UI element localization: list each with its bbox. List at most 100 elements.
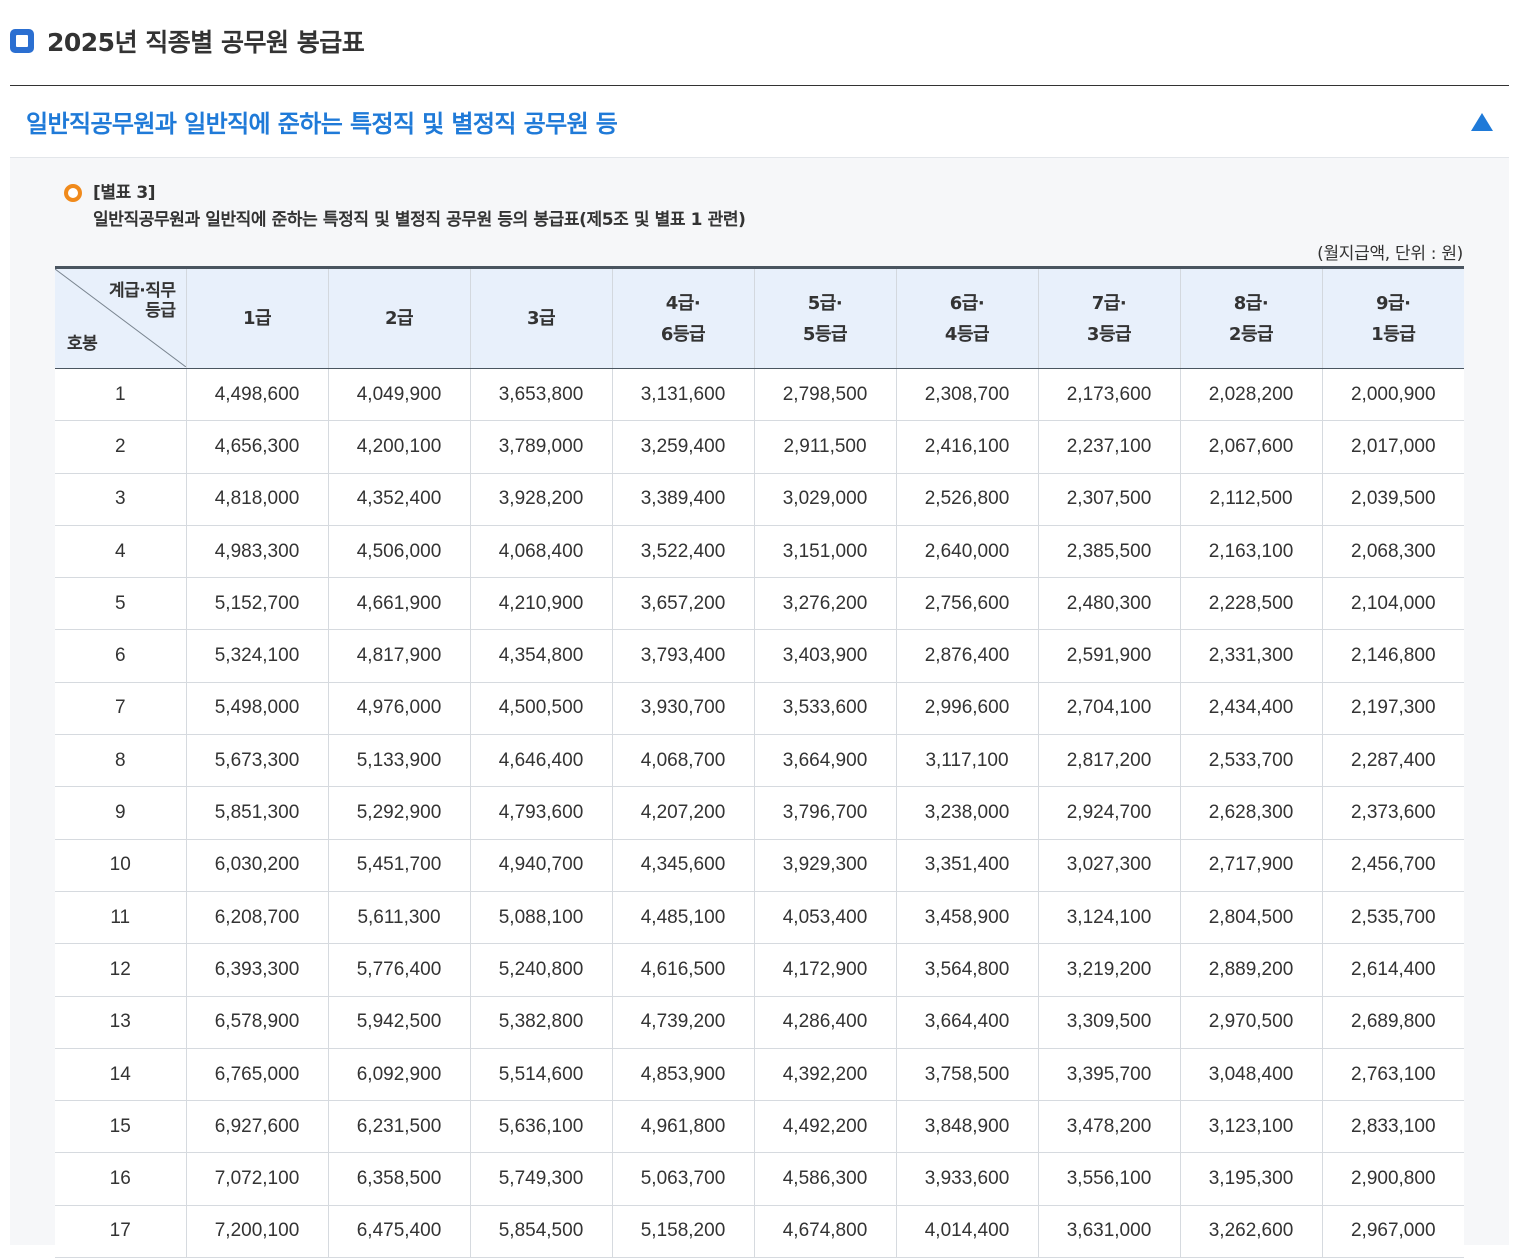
salary-cell: 2,237,100 — [1037, 420, 1180, 474]
step-cell: 5 — [55, 577, 186, 631]
salary-cell: 2,798,500 — [753, 368, 896, 422]
triangle-up-icon[interactable] — [1471, 112, 1493, 131]
salary-cell: 2,763,100 — [1321, 1048, 1464, 1102]
salary-cell: 3,389,400 — [611, 473, 754, 526]
column-header-line2: 6등급 — [660, 323, 706, 345]
salary-cell: 4,392,200 — [753, 1048, 896, 1102]
salary-cell: 3,478,200 — [1037, 1100, 1180, 1154]
step-cell: 6 — [55, 629, 186, 683]
table-caption: [별표 3] 일반직공무원과 일반직에 준하는 특정직 및 별정직 공무원 등의… — [64, 183, 746, 234]
table-row: 7 5,498,000 4,976,000 4,500,500 3,930,700 3,5… — [55, 682, 1464, 736]
table-row: 8 5,673,300 5,133,900 4,646,400 4,068,700 3,6… — [55, 734, 1464, 788]
page-header: 2025년 직종별 공무원 봉급표 — [10, 0, 1509, 86]
step-cell: 11 — [55, 891, 186, 945]
table-row: 12 6,393,300 5,776,400 5,240,800 4,616,500 4,… — [55, 943, 1464, 997]
salary-cell: 3,048,400 — [1179, 1048, 1322, 1102]
salary-cell: 2,628,300 — [1179, 786, 1322, 840]
salary-cell: 4,207,200 — [611, 786, 754, 840]
salary-cell: 2,591,900 — [1037, 629, 1180, 683]
step-cell: 13 — [55, 996, 186, 1049]
salary-cell: 3,259,400 — [611, 420, 754, 474]
step-cell: 2 — [55, 420, 186, 474]
column-header-line1: 1급 — [242, 308, 272, 329]
salary-cell: 3,653,800 — [469, 368, 612, 422]
salary-cell: 3,796,700 — [753, 786, 896, 840]
salary-cell: 6,092,900 — [327, 1048, 470, 1102]
salary-cell: 5,240,800 — [469, 943, 612, 997]
salary-cell: 2,889,200 — [1179, 943, 1322, 997]
salary-cell: 4,818,000 — [185, 473, 328, 526]
salary-cell: 2,385,500 — [1037, 525, 1180, 579]
column-header: 5급· 5등급 — [753, 266, 896, 369]
step-cell: 15 — [55, 1100, 186, 1154]
salary-cell: 2,039,500 — [1321, 473, 1464, 526]
salary-cell: 4,616,500 — [611, 943, 754, 997]
unit-note: (월지급액, 단위 : 원) — [1317, 244, 1463, 264]
salary-cell: 3,664,400 — [895, 996, 1038, 1049]
salary-cell: 2,112,500 — [1179, 473, 1322, 526]
salary-cell: 3,219,200 — [1037, 943, 1180, 997]
salary-cell: 4,200,100 — [327, 420, 470, 474]
circle-bullet-icon — [64, 184, 82, 202]
salary-cell: 3,533,600 — [753, 682, 896, 736]
step-cell: 14 — [55, 1048, 186, 1102]
salary-cell: 3,631,000 — [1037, 1205, 1180, 1258]
salary-cell: 3,027,300 — [1037, 839, 1180, 892]
salary-cell: 2,924,700 — [1037, 786, 1180, 840]
table-row: 15 6,927,600 6,231,500 5,636,100 4,961,800 4,… — [55, 1100, 1464, 1154]
caption-title: 일반직공무원과 일반직에 준하는 특정직 및 별정직 공무원 등의 봉급표(제5… — [93, 210, 746, 230]
salary-cell: 2,104,000 — [1321, 577, 1464, 631]
accordion-header[interactable]: 일반직공무원과 일반직에 준하는 특정직 및 별정직 공무원 등 — [10, 86, 1509, 158]
salary-cell: 4,354,800 — [469, 629, 612, 683]
column-header-line2: 4등급 — [944, 323, 990, 345]
salary-cell: 4,961,800 — [611, 1100, 754, 1154]
column-header-line1: 9급· — [1376, 292, 1411, 314]
salary-cell: 2,307,500 — [1037, 473, 1180, 526]
salary-cell: 2,146,800 — [1321, 629, 1464, 683]
salary-cell: 2,028,200 — [1179, 368, 1322, 422]
salary-cell: 3,848,900 — [895, 1100, 1038, 1154]
column-header: 4급· 6등급 — [611, 266, 754, 369]
salary-cell: 3,403,900 — [753, 629, 896, 683]
salary-cell: 2,970,500 — [1179, 996, 1322, 1049]
salary-cell: 4,492,200 — [753, 1100, 896, 1154]
salary-cell: 6,030,200 — [185, 839, 328, 892]
salary-cell: 2,704,100 — [1037, 682, 1180, 736]
salary-cell: 2,535,700 — [1321, 891, 1464, 945]
salary-cell: 3,351,400 — [895, 839, 1038, 892]
salary-cell: 5,776,400 — [327, 943, 470, 997]
salary-cell: 2,967,000 — [1321, 1205, 1464, 1258]
salary-cell: 2,228,500 — [1179, 577, 1322, 631]
salary-cell: 3,930,700 — [611, 682, 754, 736]
salary-cell: 3,522,400 — [611, 525, 754, 579]
salary-cell: 3,929,300 — [753, 839, 896, 892]
section-title[interactable]: 일반직공무원과 일반직에 준하는 특정직 및 별정직 공무원 등 — [26, 110, 618, 138]
step-cell: 4 — [55, 525, 186, 579]
salary-cell: 2,287,400 — [1321, 734, 1464, 788]
salary-cell: 3,564,800 — [895, 943, 1038, 997]
salary-cell: 5,382,800 — [469, 996, 612, 1049]
salary-cell: 6,578,900 — [185, 996, 328, 1049]
column-header: 2급 — [327, 266, 470, 369]
salary-cell: 3,195,300 — [1179, 1152, 1322, 1206]
salary-cell: 3,395,700 — [1037, 1048, 1180, 1102]
salary-cell: 5,088,100 — [469, 891, 612, 945]
salary-cell: 3,131,600 — [611, 368, 754, 422]
salary-cell: 3,657,200 — [611, 577, 754, 631]
salary-cell: 7,200,100 — [185, 1205, 328, 1258]
step-cell: 16 — [55, 1152, 186, 1206]
table-row: 1 4,498,600 4,049,900 3,653,800 3,131,600 2,7… — [55, 368, 1464, 422]
salary-cell: 5,133,900 — [327, 734, 470, 788]
salary-cell: 5,152,700 — [185, 577, 328, 631]
step-cell: 3 — [55, 473, 186, 526]
salary-cell: 3,262,600 — [1179, 1205, 1322, 1258]
salary-cell: 2,526,800 — [895, 473, 1038, 526]
salary-cell: 4,506,000 — [327, 525, 470, 579]
salary-cell: 4,352,400 — [327, 473, 470, 526]
column-header-line1: 6급· — [949, 292, 985, 314]
table-row: 11 6,208,700 5,611,300 5,088,100 4,485,100 4,… — [55, 891, 1464, 945]
square-icon — [10, 28, 34, 53]
caption-label: [별표 3] — [93, 183, 156, 203]
salary-cell: 3,458,900 — [895, 891, 1038, 945]
salary-cell: 3,029,000 — [753, 473, 896, 526]
